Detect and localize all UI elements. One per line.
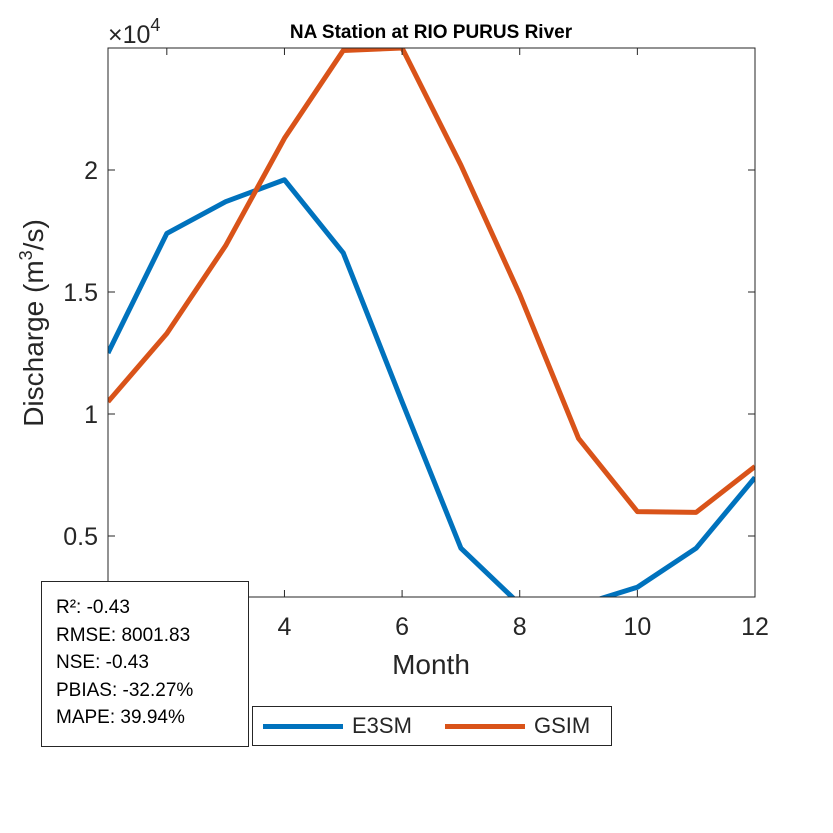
x-axis-label: Month bbox=[392, 649, 470, 680]
series-line-e3sm bbox=[108, 177, 755, 597]
stat-rmse: RMSE: 8001.83 bbox=[56, 624, 191, 646]
x-tick-label: 8 bbox=[513, 613, 527, 641]
stat-nse: NSE: -0.43 bbox=[56, 652, 149, 674]
y-exponent: ×104 bbox=[108, 15, 160, 49]
series-line-gsim bbox=[108, 48, 755, 515]
legend-label-e3sm: E3SM bbox=[352, 713, 412, 738]
legend-label-gsim: GSIM bbox=[534, 713, 591, 738]
y-tick-label: 0.5 bbox=[63, 523, 98, 551]
y-axis-label-sup: 3 bbox=[16, 250, 36, 260]
legend-line-e3sm bbox=[263, 723, 343, 729]
legend-item-e3sm: E3SM bbox=[263, 707, 412, 745]
y-axis-label-base: Discharge (m bbox=[18, 260, 49, 426]
plot-area bbox=[108, 48, 755, 597]
x-tick-label: 12 bbox=[741, 613, 769, 641]
x-tick-label: 10 bbox=[623, 613, 651, 641]
y-tick-label: 2 bbox=[84, 157, 98, 185]
x-tick-label: 6 bbox=[395, 613, 409, 641]
chart-title: NA Station at RIO PURUS River bbox=[290, 22, 573, 43]
series-layer bbox=[108, 48, 755, 597]
y-exponent-base: ×10 bbox=[108, 21, 150, 49]
y-ticks: 0.5 1 1.5 2 bbox=[63, 157, 755, 551]
legend-line-gsim bbox=[445, 723, 525, 729]
stat-pbias: PBIAS: -32.27% bbox=[56, 679, 194, 701]
y-tick-label: 1.5 bbox=[63, 279, 98, 307]
plot-frame bbox=[107, 47, 756, 598]
y-axis-label: Discharge (m3/s) bbox=[16, 219, 49, 427]
stats-box: R²: -0.43 RMSE: 8001.83 NSE: -0.43 PBIAS… bbox=[41, 581, 249, 747]
y-tick-label: 1 bbox=[84, 401, 98, 429]
legend-item-gsim: GSIM bbox=[445, 707, 590, 745]
stat-mape: MAPE: 39.94% bbox=[56, 707, 185, 729]
stat-r2: R²: -0.43 bbox=[56, 597, 130, 618]
x-tick-label: 4 bbox=[278, 613, 292, 641]
legend: E3SM GSIM bbox=[252, 706, 612, 746]
y-exponent-power: 4 bbox=[150, 15, 160, 35]
y-axis-label-tail: /s) bbox=[18, 219, 49, 250]
